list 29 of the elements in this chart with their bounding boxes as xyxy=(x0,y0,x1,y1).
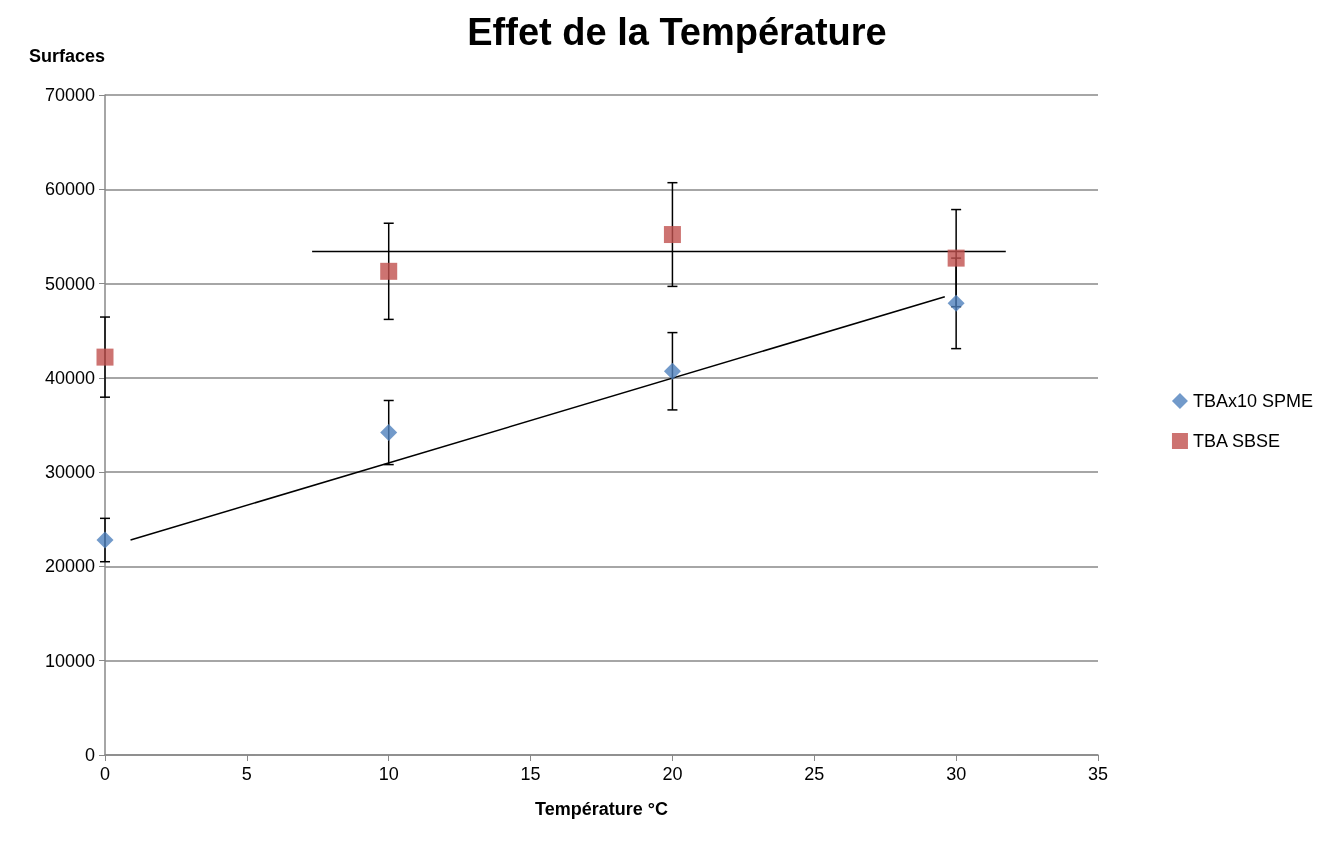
x-tick-label: 15 xyxy=(520,764,541,784)
y-tick-label: 0 xyxy=(84,745,95,765)
y-tick-label: 10000 xyxy=(44,650,95,671)
y-tick-label: 20000 xyxy=(44,556,95,577)
point xyxy=(947,249,965,267)
legend-label: TBAx10 SPME xyxy=(1192,391,1314,411)
y-tick-label: 40000 xyxy=(44,367,95,388)
point xyxy=(663,226,681,244)
point xyxy=(96,531,114,549)
point xyxy=(663,362,681,380)
x-tick-label: 35 xyxy=(1087,764,1109,784)
legend-label: TBA SBSE xyxy=(1192,431,1281,451)
y-tick-label: 60000 xyxy=(44,179,95,200)
x-tick-label: 20 xyxy=(662,764,683,784)
x-tick-label: 5 xyxy=(241,764,252,784)
x-tick-label: 25 xyxy=(804,764,825,784)
point xyxy=(380,262,398,280)
chart-title: Effet de la Température xyxy=(467,11,887,53)
y-tick-label: 70000 xyxy=(44,85,95,105)
y-tick-label: 50000 xyxy=(44,273,95,294)
x-tick-label: 10 xyxy=(378,764,399,784)
x-axis-title: Température °C xyxy=(535,799,668,819)
x-tick-label: 0 xyxy=(99,764,111,784)
point xyxy=(947,294,965,312)
x-tick-label: 30 xyxy=(946,764,967,784)
point xyxy=(380,424,398,442)
y-axis-title: Surfaces xyxy=(28,46,105,66)
y-tick-label: 30000 xyxy=(44,462,95,483)
point xyxy=(96,348,114,366)
